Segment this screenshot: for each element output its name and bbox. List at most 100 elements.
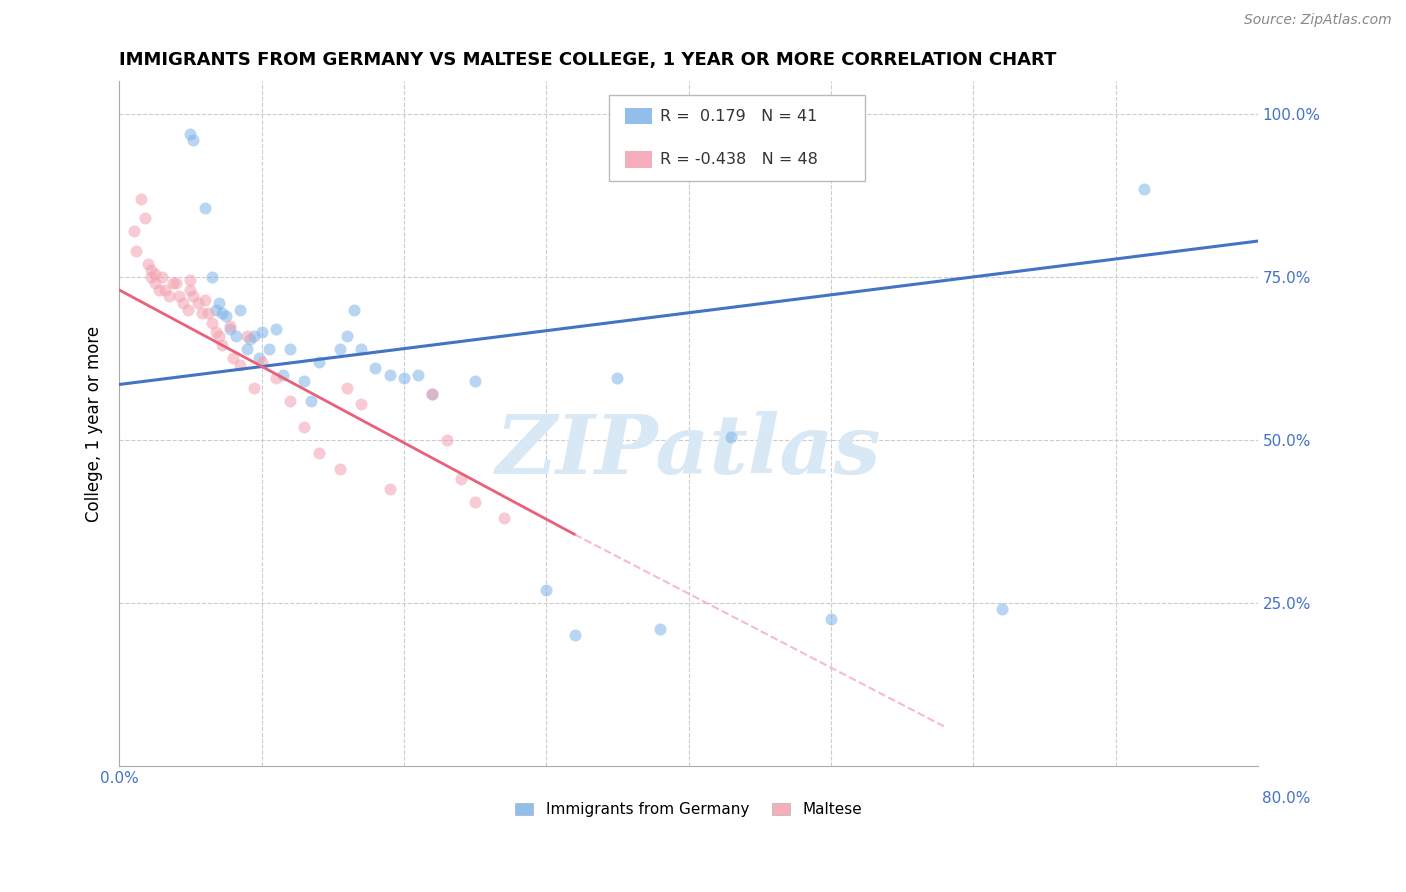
Point [257,342,280,356]
Point [211,306,233,320]
FancyBboxPatch shape [609,95,865,180]
Point [201,316,224,330]
Point [236,328,259,343]
Point [564,628,586,642]
Point [153,283,176,297]
Point [143,267,166,281]
Point [208,296,231,310]
Point [329,462,352,476]
Point [129,192,152,206]
Point [336,381,359,395]
Point [229,358,252,372]
Text: R =  0.179   N = 41: R = 0.179 N = 41 [659,109,817,124]
Point [215,309,238,323]
Point [239,332,262,346]
Point [179,283,201,297]
Point [172,296,194,310]
FancyBboxPatch shape [624,108,652,124]
Point [436,433,458,447]
Point [720,430,742,444]
Point [205,302,228,317]
Point [343,302,366,317]
Point [271,368,294,382]
Point [350,397,373,411]
Point [278,342,301,356]
Text: 80.0%: 80.0% [1263,791,1310,805]
Point [422,387,444,401]
Point [336,328,359,343]
Point [211,338,233,352]
Point [219,322,242,336]
Point [308,446,330,460]
Point [194,293,217,307]
Point [208,328,231,343]
FancyBboxPatch shape [624,152,652,168]
Point [264,371,287,385]
Point [820,612,842,626]
Point [364,361,387,376]
Point [134,211,156,226]
Point [464,374,486,388]
Legend: Immigrants from Germany, Maltese: Immigrants from Germany, Maltese [509,796,869,823]
Point [157,289,180,303]
Point [492,511,515,525]
Point [179,127,201,141]
Point [250,326,273,340]
Point [1133,182,1156,196]
Point [329,342,352,356]
Text: Source: ZipAtlas.com: Source: ZipAtlas.com [1244,13,1392,28]
Point [122,224,145,238]
Point [243,381,266,395]
Point [299,393,322,408]
Point [264,322,287,336]
Point [450,472,472,486]
Text: IMMIGRANTS FROM GERMANY VS MALTESE COLLEGE, 1 YEAR OR MORE CORRELATION CHART: IMMIGRANTS FROM GERMANY VS MALTESE COLLE… [120,51,1057,69]
Point [181,289,204,303]
Point [176,302,198,317]
Point [236,342,259,356]
Point [201,269,224,284]
Point [422,387,444,401]
Point [194,202,217,216]
Point [191,306,214,320]
Point [148,283,170,297]
Point [243,328,266,343]
Point [406,368,429,382]
Point [990,602,1012,616]
Point [378,368,401,382]
Point [167,289,190,303]
Point [179,273,201,287]
Point [143,277,166,291]
Point [250,354,273,368]
Point [292,420,315,434]
Text: ZIPatlas: ZIPatlas [496,411,882,491]
Point [247,351,270,366]
Point [125,244,148,258]
Point [292,374,315,388]
Point [205,326,228,340]
Text: R = -0.438   N = 48: R = -0.438 N = 48 [659,152,818,167]
Point [536,582,558,597]
Point [222,351,245,366]
Point [181,133,204,147]
Point [278,393,301,408]
Point [139,269,162,284]
Point [350,342,373,356]
Point [648,622,671,636]
Point [150,269,173,284]
Point [197,306,219,320]
Point [392,371,415,385]
Point [464,495,486,509]
Point [378,482,401,496]
Point [606,371,628,385]
Point [162,277,184,291]
Y-axis label: College, 1 year or more: College, 1 year or more [86,326,103,522]
Point [219,318,242,333]
Point [187,296,209,310]
Point [136,257,159,271]
Point [139,263,162,277]
Point [165,277,187,291]
Point [229,302,252,317]
Point [308,354,330,368]
Point [225,328,247,343]
